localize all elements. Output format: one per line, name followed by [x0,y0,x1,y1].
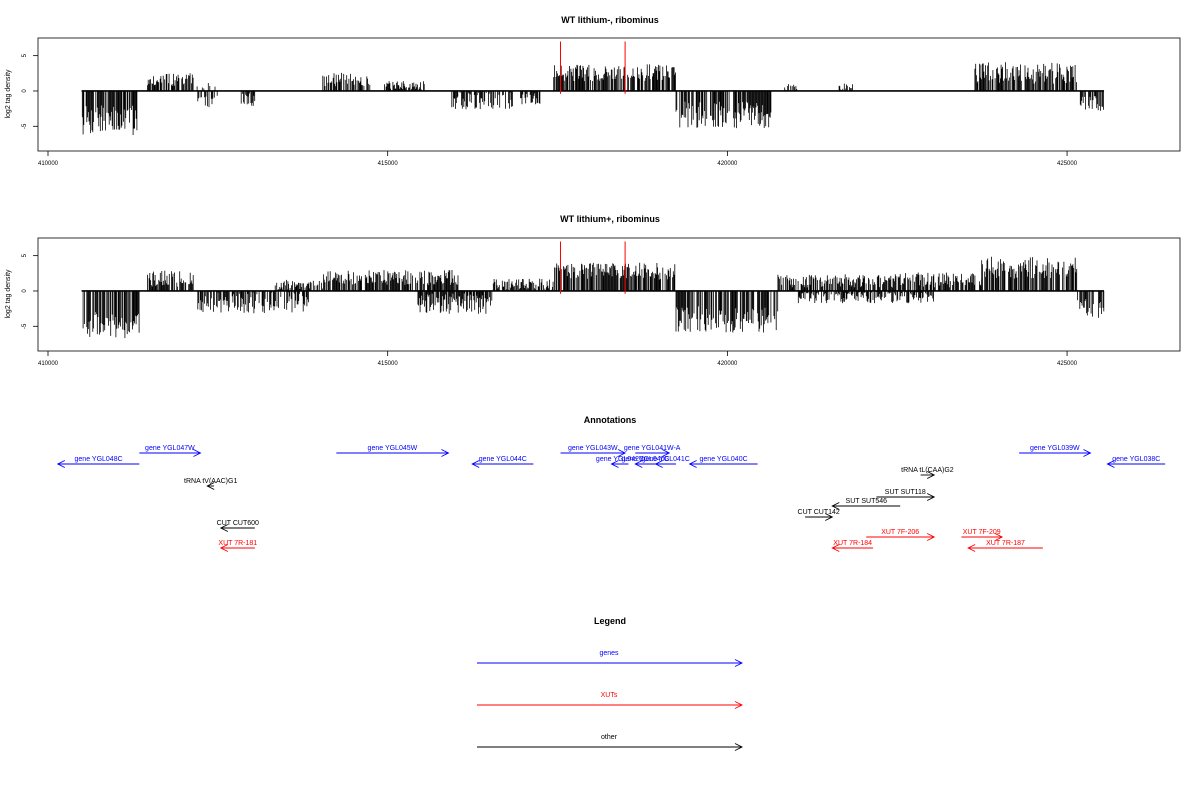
y-axis-label: log2 tag density [5,269,12,319]
x-tick-label: 420000 [717,361,738,367]
axes: 410000 415000 420000 425000 -5 0 5 [22,53,1078,167]
arrow-head [926,493,936,501]
legend-label: other [601,734,618,741]
feature-label: gene YGL041C [642,456,690,463]
y-tick-label: 0 [22,89,28,93]
arrow-head [441,449,450,457]
legend-label: XUTs [601,692,618,699]
feature-label: gene YGL042C [596,456,644,463]
track-title: WT lithium-, ribominus [561,15,659,25]
arrow-head [654,460,663,468]
feature-label: gene YGL039W [1030,445,1080,452]
y-tick-label: -5 [22,123,28,129]
arrow-head [219,544,229,552]
feature-label: gene YGL040C [700,456,748,463]
arrow-head [688,460,697,468]
y-tick-label: 5 [22,253,28,257]
arrow-head [1083,449,1092,457]
legend-arrow-head [734,659,744,667]
arrow-head [825,513,834,521]
arrow-head [662,449,671,457]
legend-label: genes [599,650,619,657]
highlight-marks [560,241,626,294]
x-tick-label: 415000 [378,161,399,167]
arrow-head [610,460,619,468]
legend-entries: genes XUTs other [477,650,744,751]
feature-label: gene YGL043W [568,445,618,452]
y-tick-label: 0 [22,289,28,293]
density-bars [81,62,1105,135]
feature-label: tRNA tL(CAA)G2 [901,467,954,474]
arrow-head [206,482,215,490]
arrow-head [471,460,480,468]
arrow-head [56,460,65,468]
feature-label: XUT 7R-184 [833,540,872,547]
legend-title: Legend [594,616,626,626]
feature-label: gene YGL040C [621,456,669,463]
legend-arrow-head [734,701,744,709]
arrow-head [831,544,840,552]
plot-frame [37,237,1181,352]
arrow-head [1106,460,1115,468]
feature-label: CUT CUT142 [798,509,840,516]
arrow-head [193,449,202,457]
x-tick-label: 410000 [38,361,59,367]
legend: Legend genes XUTs other [477,616,744,751]
x-tick-label: 415000 [378,361,399,367]
feature-label: CUT CUT600 [217,520,259,527]
feature-label: gene YGL048C [75,456,123,463]
feature-label: SUT SUT118 [885,489,926,496]
annotations-title: Annotations [584,415,637,425]
feature-label: XUT 7F-209 [963,529,1001,536]
plot-frame [37,37,1181,152]
arrow-head [994,533,1004,541]
y-tick-label: -5 [22,323,28,329]
arrow-head [634,460,643,468]
highlight-marks [560,41,626,94]
arrow-head [926,471,936,479]
feature-label: gene YGL044C [479,456,527,463]
feature-label: gene YGL041W-A [624,445,681,452]
x-tick-label: 410000 [38,161,59,167]
annotation-features: gene YGL048C gene YGL047W gene YGL045W gene… [56,445,1166,552]
density-track-lithium-minus: WT lithium-, ribominus log2 tag density … [5,15,1181,167]
feature-label: tRNA tV(AAC)G1 [184,478,237,485]
arrow-head [926,533,936,541]
arrow-head [831,502,840,510]
arrow-head [967,544,976,552]
x-tick-label: 420000 [717,161,738,167]
arrow-head [219,524,229,532]
feature-label: XUT 7F-206 [881,529,919,536]
density-bars [81,256,1105,339]
legend-arrow-head [734,743,744,751]
feature-label: gene YGL047W [145,445,195,452]
x-tick-label: 425000 [1057,161,1078,167]
feature-label: XUT 7R-187 [986,540,1025,547]
feature-label: gene YGL038C [1112,456,1160,463]
arrow-head [617,449,627,457]
track-title: WT lithium+, ribominus [560,214,660,224]
feature-label: XUT 7R-181 [218,540,257,547]
y-axis-label: log2 tag density [5,69,12,119]
feature-label: SUT SUT546 [846,498,888,505]
x-tick-label: 425000 [1057,361,1078,367]
axes: 410000 415000 420000 425000 -5 0 5 [22,253,1078,367]
feature-label: gene YGL045W [368,445,418,452]
y-tick-label: 5 [22,53,28,57]
density-track-lithium-plus: WT lithium+, ribominus log2 tag density … [5,214,1181,367]
